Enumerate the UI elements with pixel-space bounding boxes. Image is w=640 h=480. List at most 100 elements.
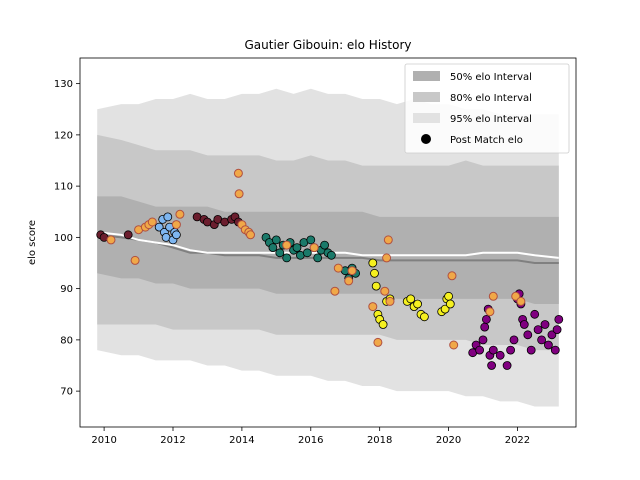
y-tick-label: 90 — [60, 284, 73, 295]
team-point — [302, 248, 312, 258]
post-match-point — [234, 189, 244, 199]
team-point — [320, 240, 330, 250]
match-points — [96, 168, 564, 370]
post-match-point — [147, 217, 157, 227]
legend-marker — [421, 134, 431, 144]
team-point — [306, 235, 316, 245]
team-point — [495, 350, 505, 360]
post-match-point — [333, 263, 343, 273]
y-tick-label: 130 — [54, 79, 73, 90]
x-tick-label: 2014 — [229, 435, 254, 446]
team-point — [440, 304, 450, 314]
team-point — [481, 314, 491, 324]
y-tick-label: 110 — [54, 182, 73, 193]
post-match-point — [368, 302, 378, 312]
x-tick-label: 2012 — [160, 435, 185, 446]
post-match-point — [516, 296, 526, 306]
x-tick-label: 2016 — [298, 435, 323, 446]
team-point — [275, 248, 285, 258]
post-match-point — [447, 271, 457, 281]
team-point — [444, 291, 454, 301]
y-axis: 70 80 90 100 110 120 130 — [54, 79, 80, 398]
post-match-point — [485, 307, 495, 317]
team-point — [282, 253, 292, 263]
legend-label: Post Match elo — [450, 135, 523, 146]
team-point — [419, 312, 429, 322]
team-point — [552, 325, 562, 335]
team-point — [526, 345, 536, 355]
team-point — [519, 320, 529, 329]
legend-label: 80% elo Interval — [450, 93, 532, 104]
x-tick-label: 2018 — [367, 435, 392, 446]
team-point — [475, 345, 485, 355]
legend-swatch — [413, 71, 440, 81]
team-point — [326, 250, 336, 260]
post-match-point — [233, 168, 243, 178]
post-match-point — [449, 340, 459, 350]
team-point — [413, 299, 423, 309]
post-match-point — [106, 235, 116, 245]
y-tick-label: 80 — [60, 335, 73, 346]
team-point — [537, 335, 546, 345]
post-match-point — [385, 296, 395, 306]
legend-box — [404, 63, 570, 154]
post-match-point — [309, 243, 319, 253]
x-tick-label: 2022 — [505, 435, 530, 446]
team-point — [509, 335, 519, 345]
team-point — [488, 345, 498, 355]
team-point — [171, 230, 181, 240]
post-match-point — [282, 240, 292, 250]
team-point — [523, 330, 533, 340]
y-tick-label: 100 — [54, 233, 73, 244]
team-point — [268, 243, 278, 253]
post-match-point — [130, 255, 140, 265]
team-point — [378, 320, 388, 329]
x-axis: 2010 2012 2014 2016 2018 2020 2022 — [91, 427, 530, 446]
x-tick-label: 2010 — [91, 435, 116, 446]
y-tick-label: 120 — [54, 130, 73, 141]
team-point — [480, 322, 490, 332]
team-point — [530, 309, 540, 319]
post-match-point — [330, 286, 340, 296]
post-match-point — [175, 209, 185, 219]
team-point — [292, 243, 302, 253]
team-point — [445, 299, 455, 309]
legend-swatch — [413, 92, 440, 102]
legend-label: 50% elo Interval — [450, 72, 532, 83]
team-point — [123, 230, 133, 240]
team-point — [506, 345, 516, 355]
team-point — [370, 268, 379, 278]
x-tick-label: 2020 — [436, 435, 461, 446]
team-point — [406, 294, 416, 304]
chart-title: Gautier Gibouin: elo History — [245, 38, 412, 52]
team-point — [540, 320, 550, 329]
legend: 50% elo Interval 80% elo Interval 95% elo … — [404, 63, 570, 154]
post-match-point — [373, 337, 383, 347]
team-point — [550, 345, 560, 355]
team-point — [502, 361, 512, 370]
team-point — [163, 212, 173, 222]
post-match-point — [382, 253, 392, 263]
post-match-point — [347, 266, 357, 276]
post-match-point — [171, 220, 181, 230]
team-point — [487, 361, 497, 370]
post-match-point — [383, 235, 393, 245]
team-point — [271, 235, 281, 245]
team-point — [544, 340, 553, 350]
post-match-point — [380, 286, 390, 296]
team-point — [533, 325, 543, 335]
team-point — [154, 222, 164, 232]
legend-swatch — [413, 113, 440, 123]
legend-label: 95% elo Interval — [450, 114, 532, 125]
team-point — [547, 330, 557, 340]
post-match-point — [344, 276, 354, 286]
team-point — [554, 314, 564, 324]
post-match-point — [246, 230, 255, 240]
team-point — [313, 253, 323, 263]
plot-frame — [79, 57, 577, 428]
y-tick-label: 70 — [60, 387, 73, 398]
team-point — [371, 281, 381, 291]
post-match-point — [488, 291, 498, 301]
team-point — [478, 335, 488, 345]
